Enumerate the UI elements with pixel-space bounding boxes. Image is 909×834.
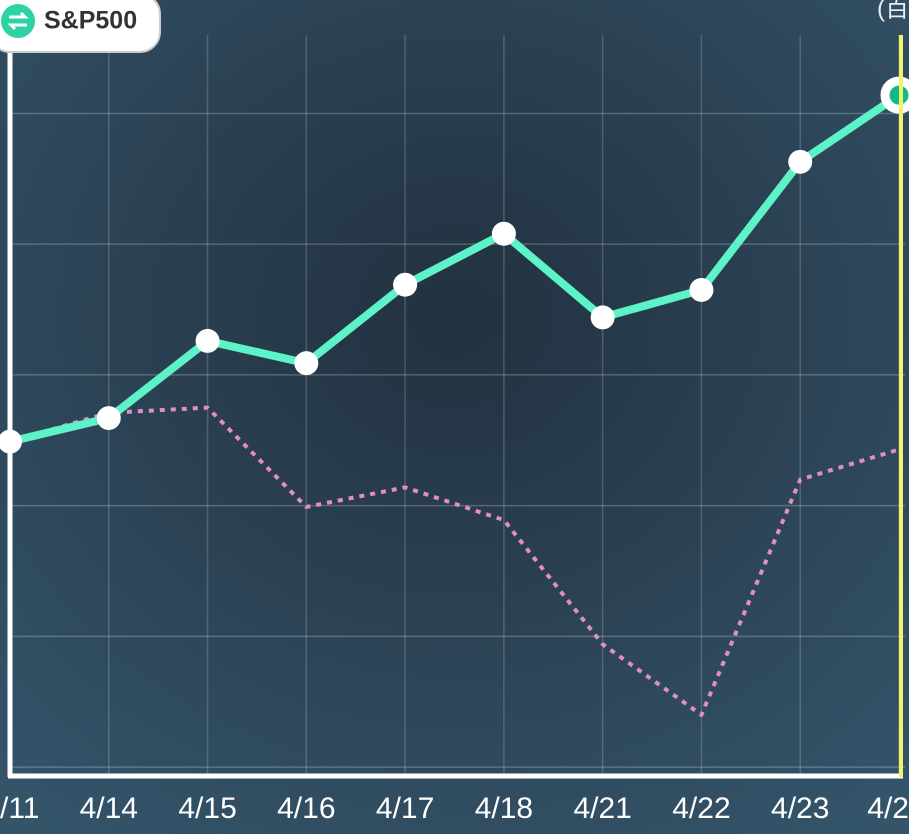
- grid: [9, 35, 905, 775]
- x-tick-label: 4/14: [80, 792, 138, 825]
- badge-arrows: [7, 11, 29, 31]
- x-tick-label: 4/16: [277, 792, 335, 825]
- point: [590, 305, 615, 330]
- point: [689, 277, 714, 302]
- x-tick-label: 4/15: [178, 792, 236, 825]
- x-tick-label: /11: [0, 792, 39, 825]
- point: [294, 351, 319, 376]
- corner-note: (百: [877, 0, 909, 22]
- x-tick-label: 4/17: [376, 792, 434, 825]
- point: [788, 149, 813, 174]
- point: [393, 272, 418, 297]
- badge[interactable]: S&P500: [0, 0, 161, 53]
- x-tick-label: 4/23: [771, 792, 829, 825]
- point: [195, 328, 220, 353]
- point: [491, 221, 516, 246]
- marks: [0, 76, 909, 717]
- x-tick-label: 4/2: [867, 792, 909, 825]
- line: [9, 91, 902, 446]
- badge-icon[interactable]: [1, 4, 35, 38]
- point: [96, 406, 121, 431]
- x-tick-label: 4/21: [573, 792, 631, 825]
- badge-label[interactable]: S&P500: [44, 7, 137, 35]
- x-tick-label: 4/18: [475, 792, 533, 825]
- badge-bg[interactable]: [0, 0, 161, 53]
- current-point: [880, 76, 909, 114]
- x-tick-label: 4/22: [672, 792, 730, 825]
